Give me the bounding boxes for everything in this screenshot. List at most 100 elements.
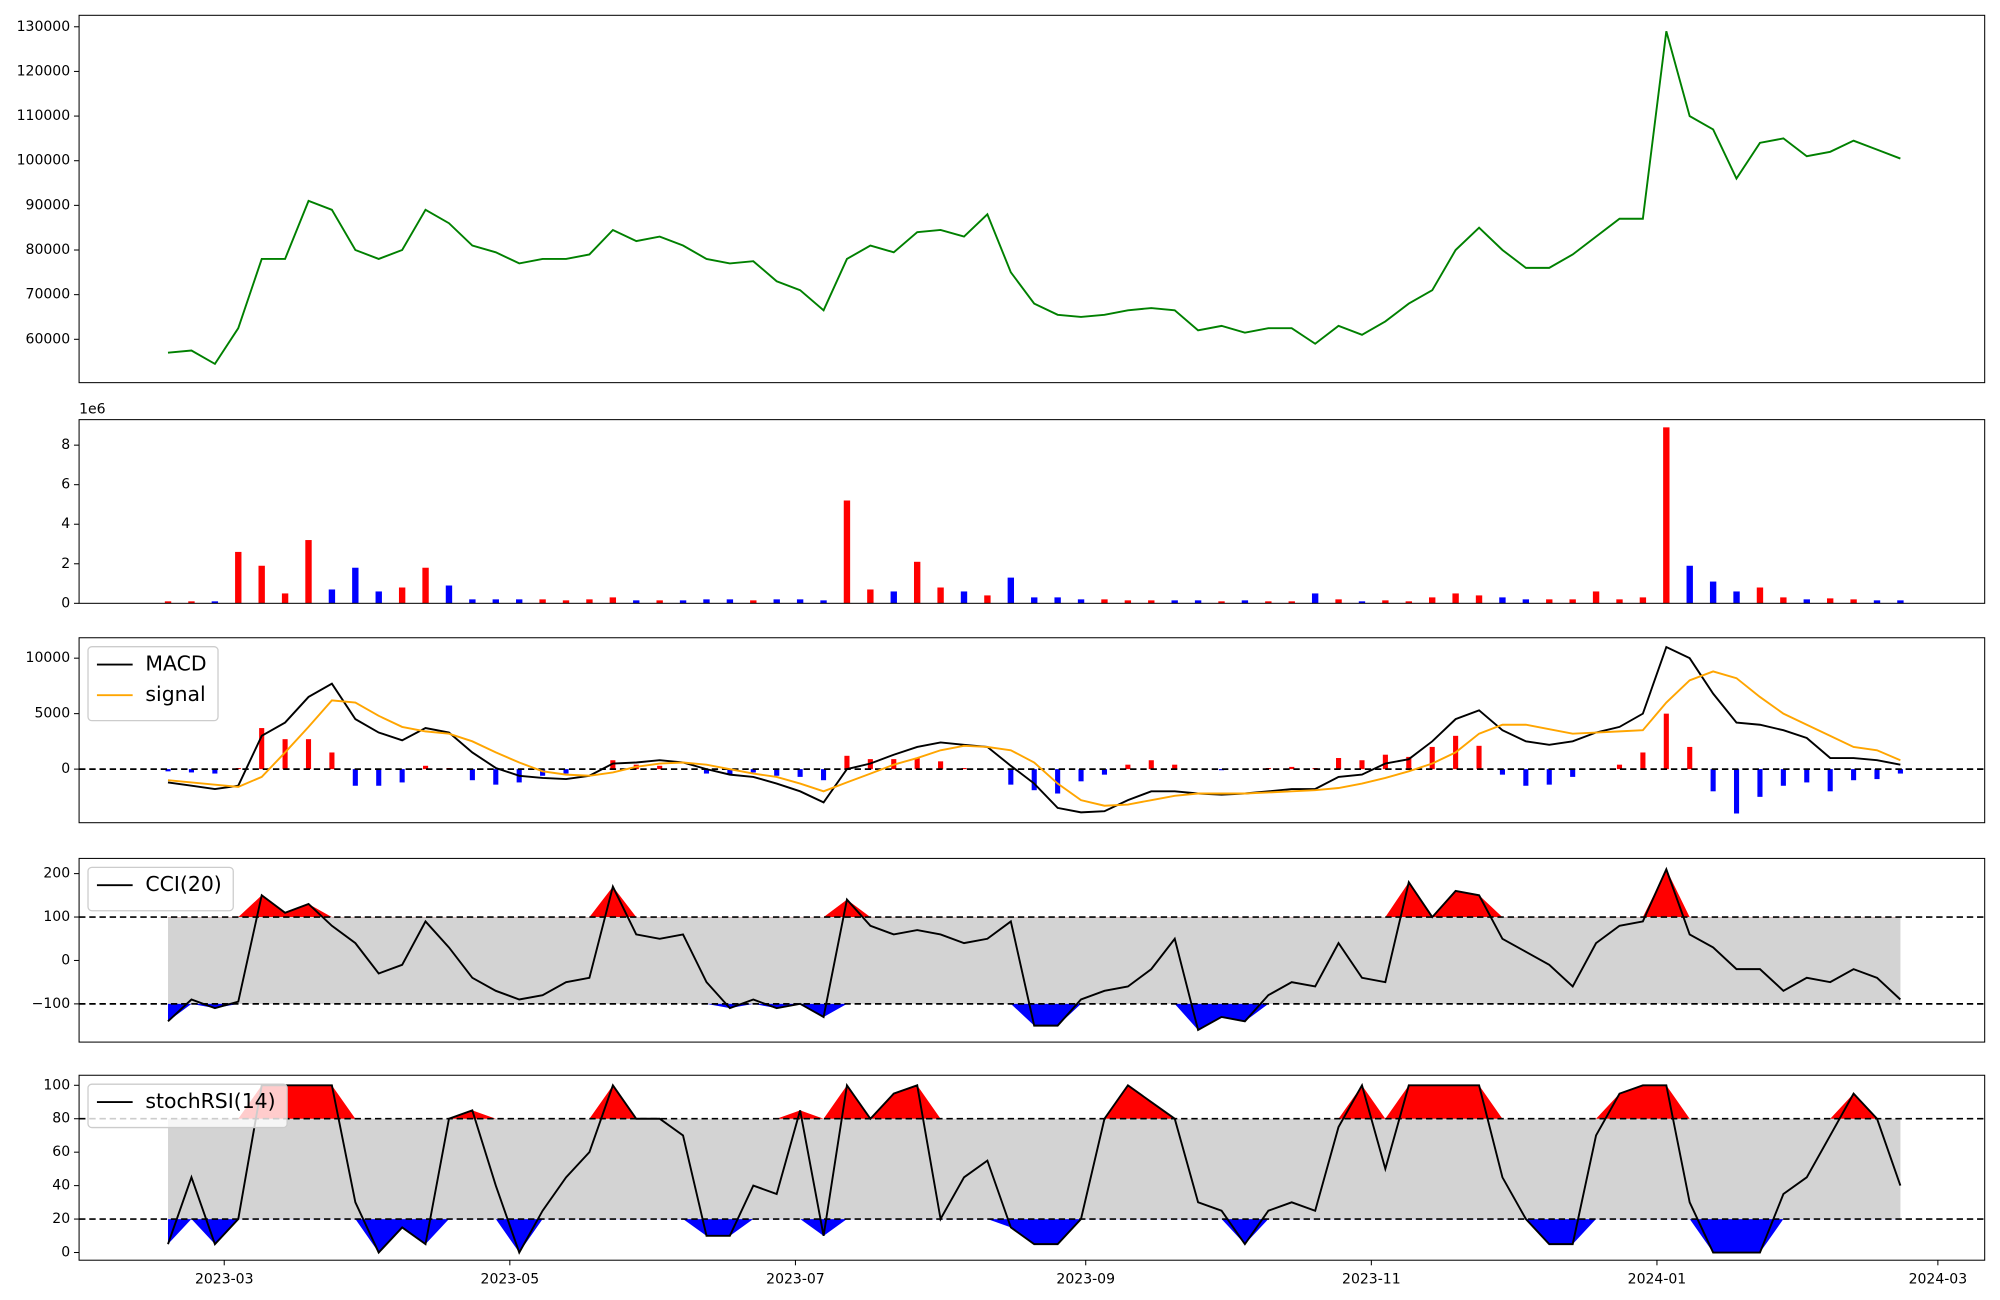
histogram-bar (1687, 746, 1693, 770)
volume-bar (1382, 600, 1389, 604)
series-line (167, 866, 1902, 1032)
histogram-bar (1055, 769, 1061, 794)
y-tick-label: 100 (43, 909, 70, 925)
y-tick-label: 90000 (26, 197, 71, 213)
volume-bar (352, 567, 359, 604)
histogram-bar (1710, 769, 1716, 792)
histogram-bar (1663, 713, 1669, 770)
volume-bar (843, 500, 851, 604)
volume-bar (1826, 598, 1834, 604)
volume-bar (1452, 593, 1459, 604)
histogram-bar (563, 769, 569, 774)
y-tick-label: −100 (32, 996, 71, 1012)
histogram-bar (657, 765, 663, 770)
y-tick-label: 4 (61, 516, 70, 532)
histogram-bar (1382, 754, 1388, 770)
histogram-bar (1172, 764, 1178, 770)
x-tick-label: 2024-03 (1909, 1271, 1968, 1287)
legend-label: CCI(20) (145, 872, 221, 896)
histogram-bar (1078, 769, 1084, 782)
y-tick-label: 0 (61, 761, 70, 777)
volume-bar (1663, 427, 1670, 604)
y-tick-label: 60 (52, 1144, 70, 1160)
volume-bar (1897, 600, 1904, 604)
offset-text: 1e6 (79, 401, 106, 417)
volume-bar (516, 599, 523, 604)
panel: 0 20 40 60 80 100 2023-03 2023-05 2023-07 2023-09… (43, 1074, 1986, 1287)
legend-label: signal (145, 682, 205, 706)
volume-bar (1756, 587, 1764, 604)
neutral-band (168, 1118, 1901, 1220)
volume-bar (1311, 593, 1319, 604)
x-tick-label: 2023-09 (1056, 1271, 1115, 1287)
volume-bar (1218, 601, 1225, 604)
histogram-bar (329, 752, 335, 770)
volume-bar (1592, 591, 1600, 604)
y-tick-label: 110000 (17, 108, 71, 124)
y-tick-label: 70000 (26, 287, 71, 303)
volume-bar (656, 600, 663, 604)
histogram-bar (376, 769, 382, 786)
volume-bar (1546, 599, 1553, 604)
volume-bar (1077, 599, 1085, 604)
histogram-bar (1757, 769, 1763, 797)
volume-bar (375, 591, 382, 604)
volume-bar (890, 591, 897, 604)
y-tick-label: 200 (43, 866, 70, 882)
histogram-bar (610, 760, 616, 770)
volume-bar (1101, 599, 1108, 604)
histogram-bar (493, 769, 499, 785)
volume-bar (492, 599, 499, 604)
series-line (167, 670, 1901, 807)
series-line (167, 645, 1901, 814)
histogram-bar (1218, 769, 1225, 771)
histogram-bar (1733, 769, 1740, 814)
histogram-bar (961, 768, 967, 770)
y-tick-label: 80000 (26, 242, 71, 258)
histogram-bar (1851, 769, 1857, 781)
histogram-bar (399, 769, 405, 783)
histogram-bar (1148, 760, 1154, 770)
volume-bar (445, 585, 453, 604)
histogram-bar (165, 769, 171, 772)
volume-bar (984, 595, 991, 604)
axes-frame (78, 419, 1986, 604)
volume-bar (1522, 599, 1530, 604)
x-tick-label: 2023-07 (766, 1271, 825, 1287)
volume-bar (1124, 600, 1132, 604)
oversold-area (167, 1219, 1901, 1253)
histogram-bar (844, 755, 850, 770)
histogram-bar (750, 769, 756, 773)
volume-bar (913, 561, 921, 604)
legend-box (87, 866, 234, 912)
legend-label: MACD (145, 652, 206, 676)
y-tick-label: 0 (61, 952, 70, 968)
histogram-bar (282, 739, 288, 770)
x-tick-label: 2023-03 (195, 1271, 254, 1287)
volume-bar (937, 587, 944, 604)
histogram-bar (703, 769, 710, 774)
volume-bar (820, 600, 827, 604)
y-tick-label: 100 (43, 1077, 70, 1093)
y-tick-label: 0 (61, 595, 70, 611)
histogram-bar (1125, 764, 1131, 770)
volume-bar (258, 565, 265, 604)
axes-frame (78, 1074, 1986, 1261)
histogram-bar (1874, 769, 1880, 780)
oversold-area (167, 1003, 1901, 1030)
y-tick-label: 60000 (26, 331, 71, 347)
y-tick-label: 80 (52, 1111, 70, 1127)
histogram-bar (1031, 769, 1037, 791)
volume-bar (188, 601, 195, 604)
volume-bar (1405, 601, 1412, 604)
histogram-bar (188, 769, 195, 773)
panel: 0 2 4 6 8 1e6 (61, 401, 1986, 611)
volume-bar (1054, 597, 1061, 604)
y-tick-label: 10000 (26, 650, 71, 666)
series-line (167, 30, 1901, 366)
volume-bar (1475, 595, 1483, 604)
y-tick-label: 40 (52, 1178, 70, 1194)
volume-bar (1007, 577, 1015, 604)
legend-box (87, 1083, 288, 1129)
legend: CCI(20) (87, 866, 234, 912)
